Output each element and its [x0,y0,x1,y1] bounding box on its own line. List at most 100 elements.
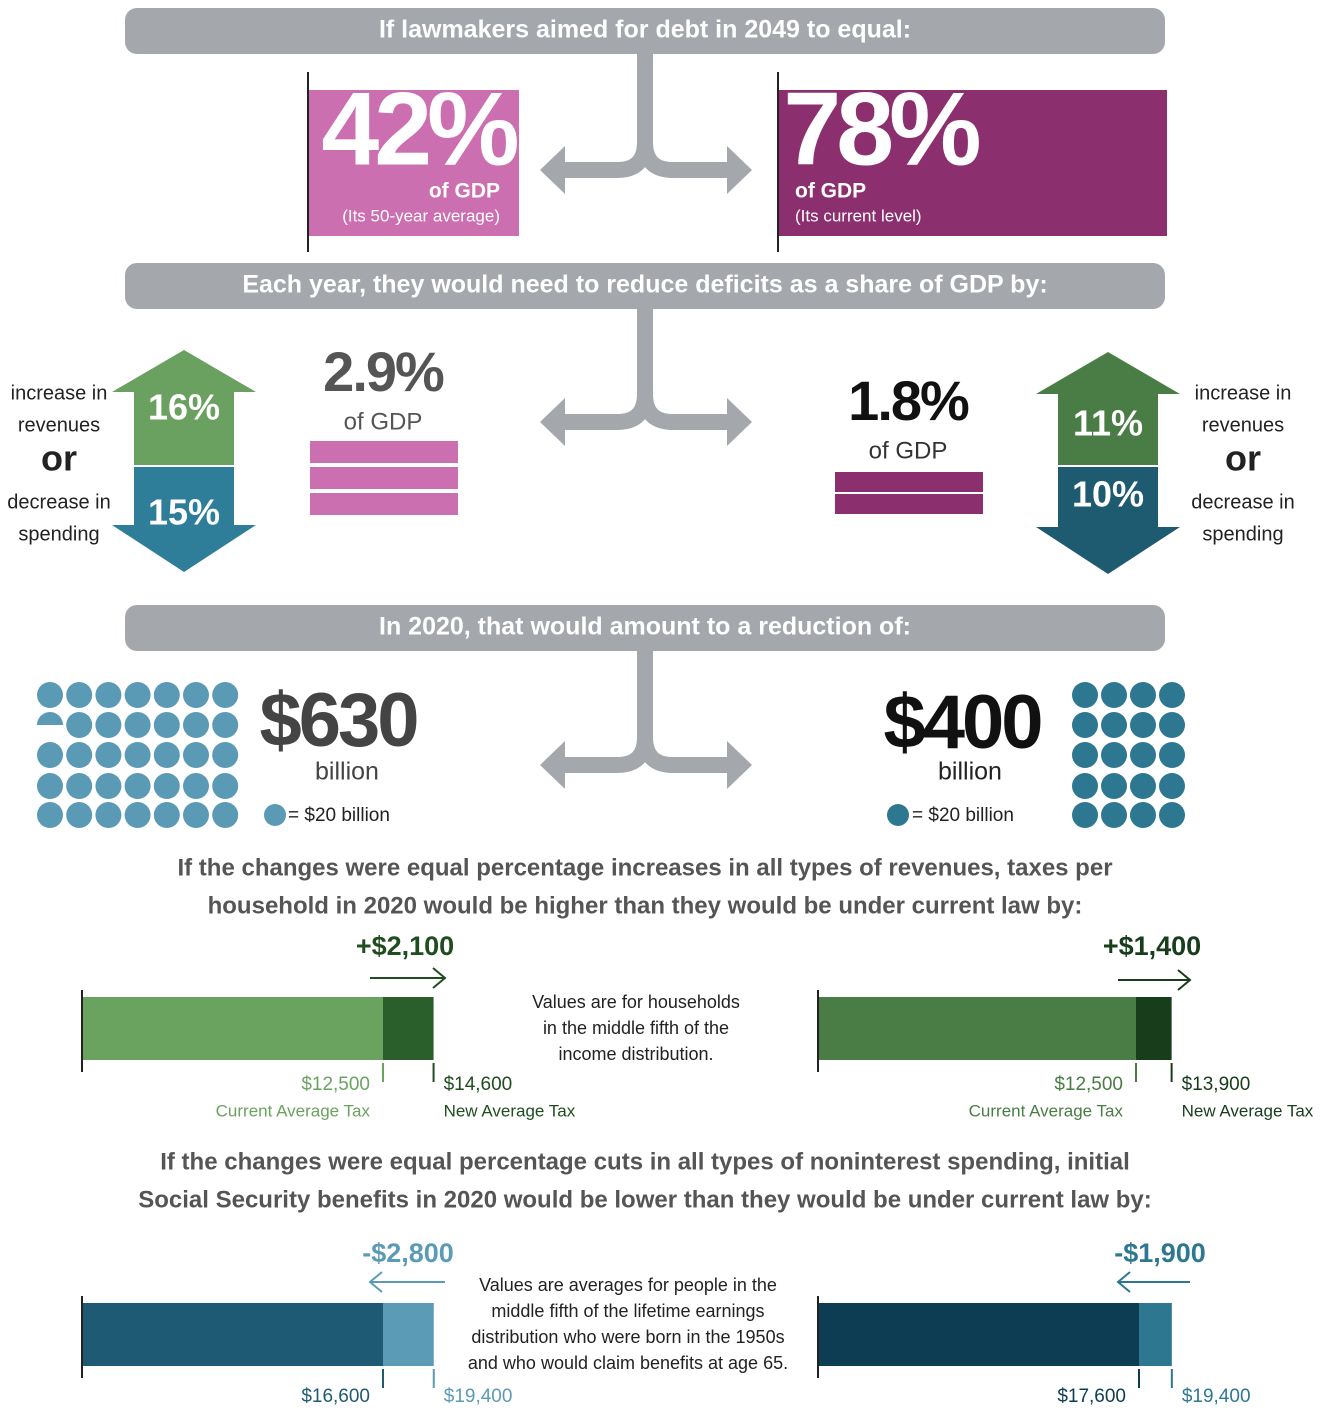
revenue-increase: 16% [148,387,220,428]
current-amount: $12,500 [301,1074,370,1095]
dot [153,742,180,768]
dot [66,682,93,708]
banner-text: Each year, they would need to reduce def… [242,271,1047,299]
target-box [309,90,519,236]
change-arrowhead [1177,969,1192,991]
change: -$2,800 [362,1238,454,1268]
side-label: revenues [1202,414,1284,436]
new-amount: $14,600 [444,1074,513,1095]
amount-unit: billion [315,758,379,786]
change-arrowhead [432,967,447,989]
dot [1101,682,1127,708]
note: distribution who were born in the 1950s [471,1327,784,1347]
dot [1072,742,1098,768]
dot [1159,742,1185,768]
amount-value: $400 [883,680,1041,765]
banner-text: In 2020, that would amount to a reductio… [379,613,911,641]
bar-new [383,997,434,1060]
side-label: or [1225,438,1261,479]
dot [66,742,93,768]
banner [125,8,1165,54]
bar-current [83,997,383,1060]
dot [66,712,93,738]
change: +$1,400 [1103,931,1201,961]
dot [124,742,151,768]
dot [212,773,239,799]
note: middle fifth of the lifetime earnings [491,1301,764,1321]
side-label: revenues [18,414,100,436]
reduction-unit: of GDP [344,408,423,435]
bar-new [1139,1303,1172,1366]
connector [560,309,732,430]
target-value: 42% [321,71,517,187]
arrowhead [727,146,752,194]
connector [560,54,732,178]
current-label: Current Average Tax [969,1101,1124,1120]
dot [212,712,239,738]
spending-decrease: 15% [148,492,220,533]
arrowhead [727,398,752,446]
dot [1101,742,1127,768]
side-label: spending [1202,523,1283,545]
dot [1159,802,1185,828]
side-label: decrease in [1191,491,1294,513]
dot [153,712,180,738]
change-arrowhead [1116,1271,1131,1293]
gdp-bar [310,467,458,489]
legend-dot [887,804,909,826]
dot [1101,712,1127,738]
down-arrow [1036,467,1180,574]
banner [125,605,1165,651]
note: Values are for households [532,992,740,1012]
amount-legend: = $20 billion [288,805,390,826]
arrowhead [727,741,752,789]
target-box [779,90,1167,236]
dot [1130,802,1156,828]
bar-new [1136,997,1172,1060]
dot [95,802,122,828]
dot [183,802,209,828]
current-amount: $16,600 [301,1386,370,1407]
up-arrow [112,350,256,465]
heading: If the changes were equal percentage cut… [160,1148,1130,1175]
dot [1130,712,1156,738]
dot [212,802,239,828]
dot [124,682,151,708]
dot [1159,682,1185,708]
amount-value: $630 [259,678,417,763]
bar-current [819,997,1136,1060]
arrowhead [540,741,565,789]
bar-new [383,1303,434,1366]
bar-current [83,1303,383,1366]
heading: Social Security benefits in 2020 would b… [138,1186,1152,1213]
change: +$2,100 [356,931,454,961]
dot [1101,802,1127,828]
banner-text: If lawmakers aimed for debt in 2049 to e… [379,16,911,44]
dot [183,712,209,738]
side-label: spending [18,523,99,545]
dot [95,712,122,738]
target-note: (Its current level) [795,206,922,225]
reduction-unit: of GDP [869,437,948,464]
dot [153,802,180,828]
dot [153,773,180,799]
spending-decrease: 10% [1072,474,1144,515]
bar-current [819,1303,1139,1366]
dot [153,682,180,708]
dot [1072,773,1098,799]
legend-dot [264,804,286,826]
side-label: or [41,438,77,479]
up-arrow [1036,352,1180,465]
new-label: New Average Tax [444,1101,576,1120]
reduction-value: 1.8% [848,369,969,432]
current-amount: $12,500 [1054,1074,1123,1095]
dot [1130,682,1156,708]
target-unit: of GDP [429,180,500,203]
change-arrowhead [368,1271,383,1293]
side-label: increase in [11,382,108,404]
note: income distribution. [558,1044,713,1064]
dot [1072,712,1098,738]
current-label: Current Average Tax [216,1101,371,1120]
dot [95,682,122,708]
